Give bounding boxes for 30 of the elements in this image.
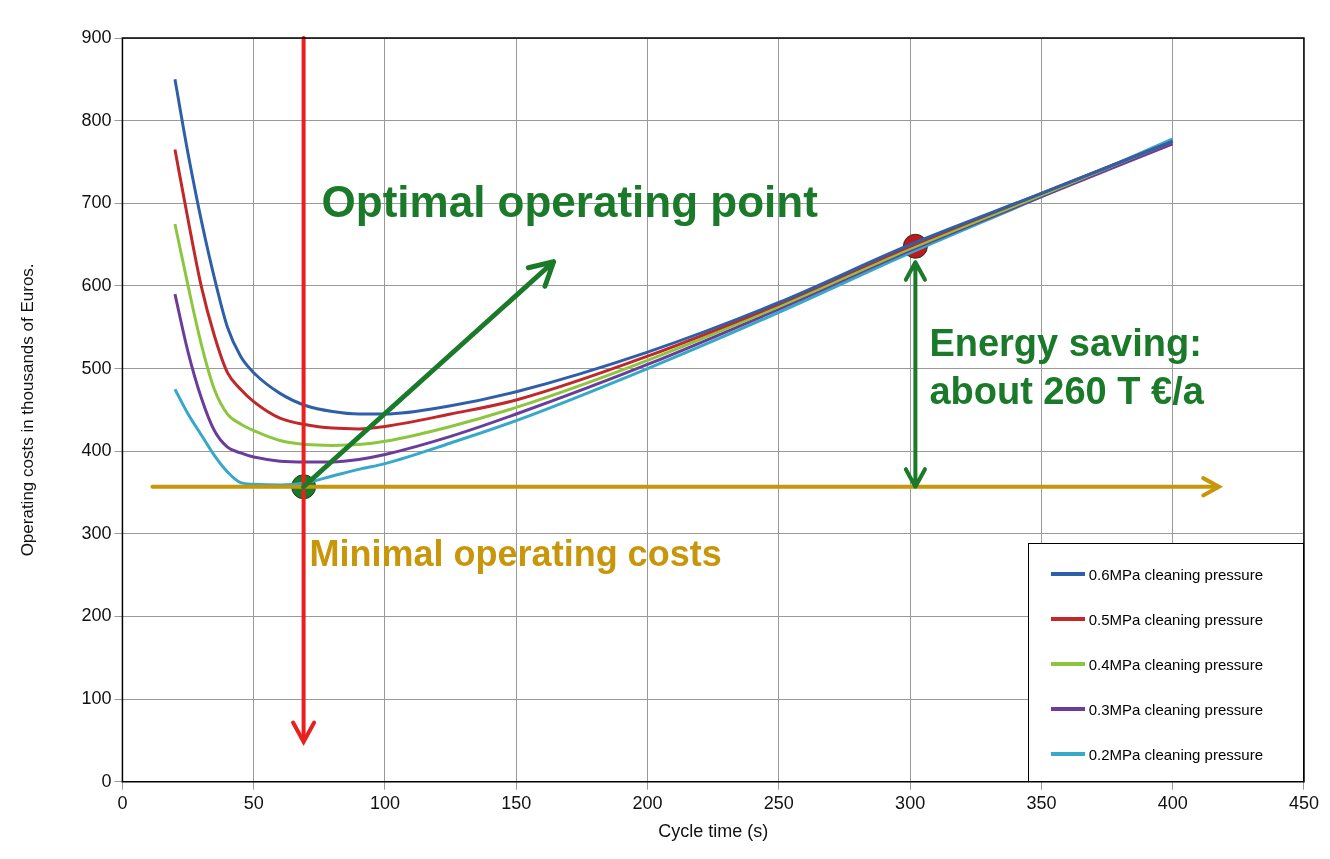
y-tick-label: 700 xyxy=(81,192,112,213)
legend-label: 0.2MPa cleaning pressure xyxy=(1088,745,1263,763)
legend-label: 0.6MPa cleaning pressure xyxy=(1088,565,1263,583)
x-tick-label: 100 xyxy=(369,792,401,813)
x-tick-label: 200 xyxy=(632,792,663,813)
y-axis-title: Operating costs in thousands of Euros. xyxy=(17,263,37,557)
annotation: Energy saving: about 260 T €/a xyxy=(929,320,1205,414)
x-tick-label: 450 xyxy=(1288,792,1320,813)
y-tick-label: 600 xyxy=(81,274,112,295)
annotation: Minimal operating costs xyxy=(309,532,722,575)
x-axis-title: Cycle time (s) xyxy=(658,821,769,842)
legend-label: 0.3MPa cleaning pressure xyxy=(1088,700,1263,718)
x-tick-label: 150 xyxy=(501,792,532,813)
y-tick-label: 0 xyxy=(101,770,112,791)
x-tick-label: 250 xyxy=(763,792,794,813)
y-tick-label: 200 xyxy=(81,605,112,626)
y-tick-label: 800 xyxy=(81,109,112,130)
x-tick-label: 350 xyxy=(1026,792,1057,813)
legend-label: 0.5MPa cleaning pressure xyxy=(1088,610,1263,628)
y-tick-label: 100 xyxy=(81,688,112,709)
x-tick-label: 50 xyxy=(243,792,264,813)
y-tick-label: 500 xyxy=(81,357,112,378)
y-tick-label: 400 xyxy=(81,440,112,461)
annotation: Optimal operating point xyxy=(321,176,818,227)
x-tick-label: 0 xyxy=(117,792,128,813)
legend-label: 0.4MPa cleaning pressure xyxy=(1088,655,1263,673)
y-tick-label: 300 xyxy=(81,522,112,543)
y-tick-label: 900 xyxy=(81,26,112,47)
x-tick-label: 400 xyxy=(1157,792,1188,813)
x-tick-label: 300 xyxy=(895,792,926,813)
